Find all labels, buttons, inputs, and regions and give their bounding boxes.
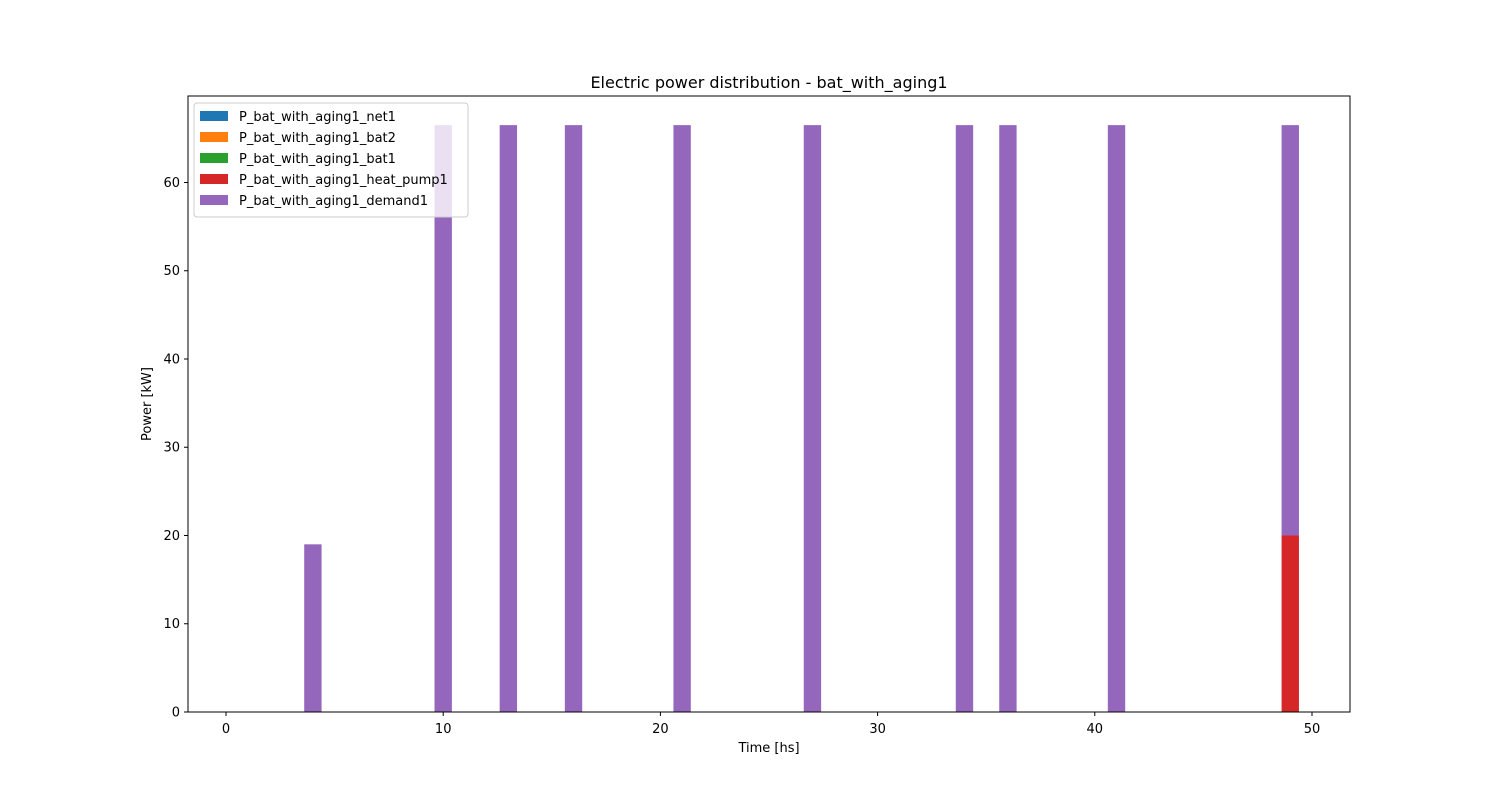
x-tick-label: 40 [1087, 722, 1104, 737]
y-tick-label: 50 [163, 264, 180, 279]
bar-P_bat_with_aging1_demand1-t16 [564, 125, 583, 712]
bar-P_bat_with_aging1_demand1-t41 [1107, 125, 1126, 712]
bar-P_bat_with_aging1_demand1-t21 [673, 125, 691, 712]
chart-title: Electric power distribution - bat_with_a… [590, 73, 947, 93]
legend-swatch-P_bat_with_aging1_demand1 [200, 195, 228, 205]
legend-label-P_bat_with_aging1_demand1: P_bat_with_aging1_demand1 [239, 194, 428, 209]
x-tick-label: 20 [652, 722, 669, 737]
bar-P_bat_with_aging1_demand1-t36 [999, 125, 1017, 712]
legend-box [193, 102, 469, 218]
bar-P_bat_with_aging1_demand1-t34 [955, 125, 974, 712]
legend-swatch-P_bat_with_aging1_heat_pump1 [200, 174, 228, 184]
y-tick-label: 10 [163, 617, 180, 632]
x-tick-label: 0 [222, 722, 230, 737]
legend-label-P_bat_with_aging1_heat_pump1: P_bat_with_aging1_heat_pump1 [239, 173, 448, 188]
x-tick-label: 30 [869, 722, 886, 737]
y-tick-label: 0 [172, 706, 180, 721]
bar-P_bat_with_aging1_demand1-t10 [434, 125, 452, 712]
bar-P_bat_with_aging1_demand1-t13 [499, 125, 518, 712]
y-axis-ticks: 0 10 20 30 40 50 60 [163, 176, 188, 721]
legend-label-P_bat_with_aging1_net1: P_bat_with_aging1_net1 [239, 110, 396, 125]
x-axis-ticks: 0 10 20 30 40 50 [222, 712, 1320, 737]
legend-label-P_bat_with_aging1_bat1: P_bat_with_aging1_bat1 [239, 152, 396, 167]
y-axis-label: Power [kW] [140, 367, 155, 441]
y-tick-label: 60 [163, 176, 180, 191]
y-tick-label: 30 [163, 441, 180, 456]
bar-P_bat_with_aging1_demand1-t27 [803, 125, 822, 712]
legend-label-P_bat_with_aging1_bat2: P_bat_with_aging1_bat2 [239, 131, 396, 146]
bars-layer [304, 125, 1299, 712]
bar-P_bat_with_aging1_demand1-t49 [1281, 125, 1299, 536]
legend: P_bat_with_aging1_net1 P_bat_with_aging1_… [193, 102, 469, 218]
bar-P_bat_with_aging1_heat_pump1-t49 [1281, 535, 1299, 712]
legend-swatch-P_bat_with_aging1_net1 [200, 111, 228, 121]
legend-swatch-P_bat_with_aging1_bat2 [200, 132, 228, 142]
y-tick-label: 40 [163, 352, 180, 367]
x-axis-label: Time [hs] [737, 741, 799, 756]
y-tick-label: 20 [163, 529, 180, 544]
x-tick-label: 50 [1304, 722, 1321, 737]
x-tick-label: 10 [435, 722, 452, 737]
plot-frame [187, 95, 1351, 713]
bar-P_bat_with_aging1_demand1-t4 [304, 544, 322, 712]
legend-swatch-P_bat_with_aging1_bat1 [200, 153, 228, 163]
